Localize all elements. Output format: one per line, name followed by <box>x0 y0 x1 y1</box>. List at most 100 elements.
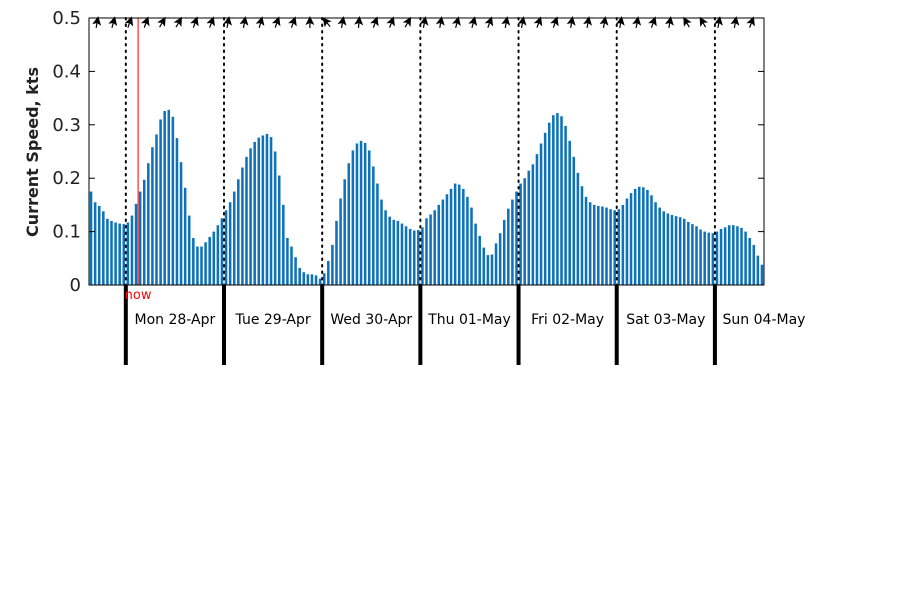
y-tick-label: 0 <box>70 275 81 296</box>
direction-arrow <box>468 16 478 28</box>
bar <box>507 208 510 285</box>
bar <box>322 273 326 285</box>
bar <box>760 264 764 285</box>
arrow-head <box>402 16 412 27</box>
bar <box>486 255 490 285</box>
arrow-head <box>141 16 150 27</box>
bar <box>106 218 109 285</box>
bar <box>380 199 383 285</box>
bar <box>286 238 289 285</box>
arrow-shaft <box>552 21 556 28</box>
bar <box>269 137 273 285</box>
arrow-shaft <box>290 21 295 28</box>
bar <box>228 202 232 285</box>
bar <box>97 205 101 285</box>
arrow-head <box>501 16 511 26</box>
bar <box>576 172 580 285</box>
direction-arrow <box>452 16 461 28</box>
arrow-shaft <box>685 21 690 28</box>
y-tick-label: 0.5 <box>52 8 81 29</box>
arrow-shaft <box>325 21 331 27</box>
bar <box>597 205 600 285</box>
arrow-head <box>683 16 692 27</box>
bar <box>155 134 158 285</box>
bar <box>404 226 408 285</box>
arrow-shaft <box>372 21 376 28</box>
now-label: now <box>125 288 152 303</box>
bar <box>703 231 706 285</box>
bar <box>740 227 743 285</box>
bar <box>183 187 187 285</box>
bar <box>691 224 694 285</box>
bar <box>474 223 477 285</box>
direction-arrow <box>714 16 723 29</box>
y-tick-label: 0.4 <box>52 61 81 82</box>
bar <box>220 218 224 285</box>
bar <box>126 222 130 285</box>
bar <box>736 226 739 285</box>
direction-arrow <box>402 16 412 28</box>
bar <box>605 207 608 285</box>
arrow-shaft <box>702 21 707 28</box>
bar <box>699 229 702 285</box>
bar <box>494 243 498 285</box>
arrow-head <box>354 16 364 26</box>
direction-arrow <box>255 16 265 28</box>
bar <box>552 115 555 285</box>
bar <box>327 260 330 285</box>
bar <box>392 219 396 285</box>
bar <box>273 151 277 285</box>
bar <box>723 227 727 285</box>
bar <box>376 183 379 285</box>
bar <box>572 156 576 285</box>
bar <box>670 215 674 285</box>
bars-layer <box>89 109 764 286</box>
arrow-head <box>699 16 708 27</box>
arrow-shaft <box>192 21 196 28</box>
direction-arrow <box>223 16 233 29</box>
bar <box>584 196 588 285</box>
bar <box>253 141 256 285</box>
bar <box>543 132 547 285</box>
arrow-shaft <box>487 21 491 28</box>
arrow-shaft <box>635 21 638 29</box>
arrow-head <box>452 16 461 27</box>
direction-arrow <box>599 16 609 29</box>
direction-arrow <box>615 16 625 29</box>
bar <box>560 116 563 285</box>
direction-arrows-layer <box>92 16 755 29</box>
bar <box>715 231 719 285</box>
bar <box>408 228 412 285</box>
bar <box>752 244 756 285</box>
arrow-shaft <box>357 21 360 29</box>
bar <box>756 255 760 285</box>
arrow-shaft <box>733 21 736 29</box>
bar <box>412 230 416 285</box>
arrow-shaft <box>570 21 573 29</box>
bar <box>564 125 567 286</box>
bar <box>384 210 387 285</box>
bar <box>359 140 363 285</box>
bar <box>388 216 391 285</box>
bar <box>134 203 138 285</box>
bar <box>343 179 346 285</box>
bar <box>588 202 592 285</box>
bar <box>682 218 686 285</box>
direction-arrow <box>370 16 379 28</box>
bar <box>151 147 154 285</box>
bar <box>744 231 747 285</box>
bar <box>400 223 404 285</box>
bar <box>110 220 113 285</box>
arrow-head <box>468 16 478 27</box>
direction-arrow <box>746 16 755 28</box>
bar <box>306 274 310 285</box>
bar <box>732 225 735 285</box>
bar <box>138 191 142 285</box>
arrow-shaft <box>455 21 458 28</box>
arrow-shaft <box>536 21 540 28</box>
bar <box>318 278 322 285</box>
arrow-head <box>157 16 166 27</box>
arrow-shaft <box>274 21 278 28</box>
